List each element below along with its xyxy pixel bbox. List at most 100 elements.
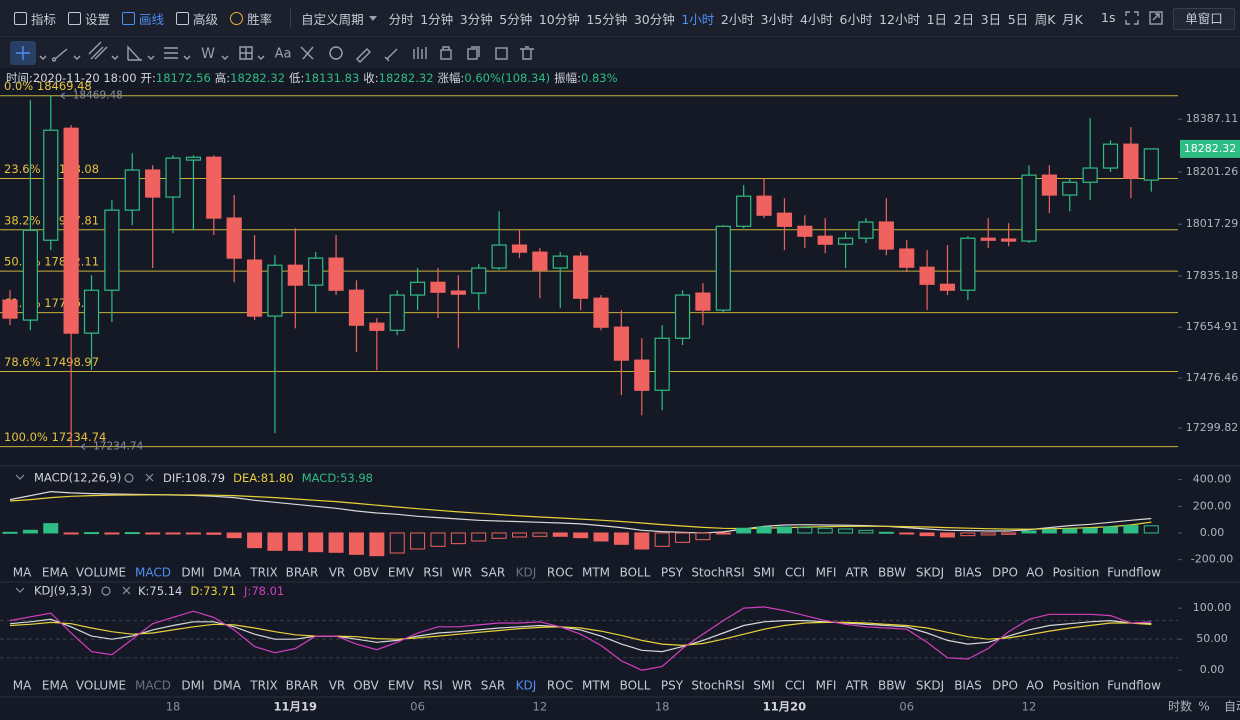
caret-icon[interactable] <box>39 55 47 60</box>
toolbar-label[interactable]: 指标 <box>31 11 57 27</box>
indicator-tab[interactable]: MFI <box>816 679 837 693</box>
indicator-tab[interactable]: PSY <box>661 679 684 693</box>
custom-period[interactable]: 自定义周期 <box>301 9 377 28</box>
indicator-tab[interactable]: RSI <box>423 566 443 580</box>
period[interactable]: 1日 <box>926 11 948 27</box>
channel-icon[interactable] <box>88 41 108 60</box>
indicator-tab[interactable]: VR <box>329 566 346 580</box>
indicator-tab[interactable]: MTM <box>582 566 610 580</box>
text-tool[interactable]: Aa <box>275 47 292 62</box>
indicator-tab[interactable]: SKDJ <box>916 566 944 580</box>
trash-icon[interactable] <box>520 46 534 60</box>
indicator-tab[interactable]: MA <box>13 566 32 580</box>
period[interactable]: 30分钟 <box>633 11 675 27</box>
indicator-tab[interactable]: BBW <box>878 566 906 580</box>
indicator-tab[interactable]: Fundflow <box>1107 679 1161 693</box>
bottom-control[interactable]: 自动 <box>1224 700 1240 714</box>
wave-tool[interactable]: W <box>201 46 215 62</box>
crosshair-icon[interactable] <box>16 46 30 60</box>
toolbar-label[interactable]: 高级 <box>193 11 219 27</box>
toolbar-item[interactable]: 画线 <box>122 9 164 28</box>
indicator-tab[interactable]: CCI <box>785 566 805 580</box>
indicator-tab[interactable]: Fundflow <box>1107 566 1161 580</box>
ruler-icon[interactable] <box>356 48 371 63</box>
indicator-tab[interactable]: DMI <box>181 566 204 580</box>
period[interactable]: 6小时 <box>839 11 873 27</box>
indicator-tab[interactable]: ATR <box>846 566 869 580</box>
toolbar-label[interactable]: 胜率 <box>247 11 273 27</box>
indicator-tab[interactable]: BOLL <box>620 679 651 693</box>
period[interactable]: 5分钟 <box>499 11 533 27</box>
indicator-tab[interactable]: EMV <box>388 679 415 693</box>
period[interactable]: 4小时 <box>799 11 833 27</box>
indicator-tab[interactable]: KDJ <box>516 679 537 693</box>
period[interactable]: 12小时 <box>879 11 920 27</box>
indicator-tab[interactable]: BIAS <box>954 679 982 693</box>
period[interactable]: 2日 <box>953 11 975 27</box>
toolbar-label[interactable]: 画线 <box>139 11 165 27</box>
fib-icon[interactable] <box>164 47 178 59</box>
indicator-tab[interactable]: AO <box>1026 566 1043 580</box>
indicator-tab[interactable]: ROC <box>547 679 573 693</box>
indicator-tab[interactable]: OBV <box>353 679 379 693</box>
speed[interactable]: 1s <box>1101 10 1116 25</box>
indicator-tab[interactable]: VR <box>329 679 346 693</box>
indicator-tab[interactable]: EMV <box>388 566 415 580</box>
indicator-tab[interactable]: SKDJ <box>916 679 944 693</box>
indicator-tab[interactable]: SAR <box>481 679 505 693</box>
indicator-tab[interactable]: DPO <box>992 566 1018 580</box>
shape-icon[interactable] <box>329 46 343 60</box>
period[interactable]: 5日 <box>1007 11 1029 27</box>
indicator-tab[interactable]: Position <box>1053 679 1100 693</box>
lock-icon[interactable] <box>440 49 452 60</box>
angle-icon[interactable] <box>127 45 142 61</box>
indicator-tab[interactable]: StochRSI <box>691 566 744 580</box>
indicator-tab[interactable]: BRAR <box>286 566 319 580</box>
layer-icon[interactable] <box>495 47 508 60</box>
toolbar-label[interactable]: 设置 <box>85 11 111 27</box>
indicator-tab[interactable]: Position <box>1053 566 1100 580</box>
custom-period-label[interactable]: 自定义周期 <box>301 11 364 27</box>
indicator-tab[interactable]: SMI <box>753 679 775 693</box>
indicator-tab[interactable]: VOLUME <box>76 679 126 693</box>
indicator-tab[interactable]: CCI <box>785 679 805 693</box>
indicator-tab[interactable]: EMA <box>42 679 69 693</box>
period[interactable]: 10分钟 <box>538 11 580 27</box>
indicator-tab[interactable]: BBW <box>878 679 906 693</box>
grid-icon[interactable] <box>239 46 253 60</box>
indicator-tab[interactable]: MA <box>13 679 32 693</box>
period[interactable]: 分时 <box>388 11 414 27</box>
period[interactable]: 3分钟 <box>459 11 493 27</box>
indicator-tab[interactable]: BIAS <box>954 566 982 580</box>
indicator-tab[interactable]: EMA <box>42 566 69 580</box>
indicator-tab[interactable]: SAR <box>481 566 505 580</box>
toolbar-item[interactable]: 指标 <box>14 9 56 28</box>
indicator-tab[interactable]: BOLL <box>620 566 651 580</box>
indicator-tab[interactable]: MACD <box>135 566 171 580</box>
indicator-tab[interactable]: BRAR <box>286 679 319 693</box>
indicator-tab[interactable]: TRIX <box>249 679 277 693</box>
indicator-tab[interactable]: StochRSI <box>691 679 744 693</box>
line-icon[interactable] <box>51 48 68 62</box>
indicator-tab[interactable]: MTM <box>582 679 610 693</box>
indicator-tab[interactable]: VOLUME <box>76 566 126 580</box>
period[interactable]: 周K <box>1034 11 1056 27</box>
indicator-tab[interactable]: OBV <box>353 566 379 580</box>
toolbar-item[interactable]: 胜率 <box>230 9 272 28</box>
period[interactable]: 1小时 <box>681 11 715 27</box>
indicator-tab[interactable]: KDJ <box>516 566 537 580</box>
bars-icon[interactable] <box>413 47 427 59</box>
indicator-tab[interactable]: MACD <box>135 679 171 693</box>
indicator-tab[interactable]: TRIX <box>249 566 277 580</box>
bottom-control[interactable]: % <box>1198 700 1209 714</box>
indicator-tab[interactable]: WR <box>452 679 472 693</box>
period[interactable]: 3小时 <box>760 11 794 27</box>
indicator-tab[interactable]: MFI <box>816 566 837 580</box>
indicator-tab[interactable]: WR <box>452 566 472 580</box>
window-select[interactable]: 单窗口 <box>1173 8 1235 30</box>
indicator-tab[interactable]: RSI <box>423 679 443 693</box>
indicator-tab[interactable]: DPO <box>992 679 1018 693</box>
bottom-control[interactable]: 时数 <box>1168 699 1192 714</box>
period[interactable]: 3日 <box>980 11 1002 27</box>
pattern-icon[interactable] <box>300 46 314 60</box>
